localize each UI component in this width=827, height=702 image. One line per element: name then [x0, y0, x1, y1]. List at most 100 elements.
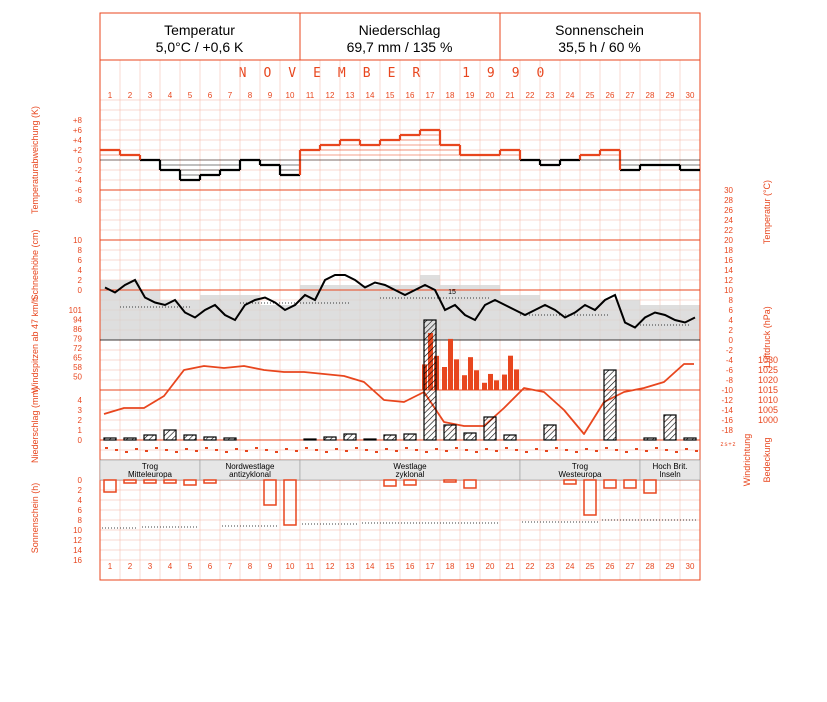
- day-label-bottom: 26: [606, 562, 615, 571]
- precipitation-bar: [183, 434, 197, 441]
- wind-direction-mark: [135, 448, 138, 450]
- precipitation-bar: [323, 436, 337, 441]
- wind-gust-bar: [442, 367, 447, 390]
- day-label-top: 17: [426, 91, 435, 100]
- day-label-bottom: 15: [386, 562, 395, 571]
- wind-gust-bar: [474, 370, 479, 390]
- wind-direction-mark: [465, 449, 468, 451]
- temperature-tick: 24: [724, 216, 733, 225]
- precipitation-bar: [103, 437, 117, 441]
- cloud-cover-axis-label: Bedeckung: [762, 437, 772, 482]
- wind-gust-bar: [488, 373, 493, 390]
- snow-tick: 10: [73, 236, 82, 245]
- temperature-tick: -16: [721, 416, 733, 425]
- temperature-tick: -2: [726, 346, 734, 355]
- pressure-axis-label: Luftdruck (hPa): [762, 306, 772, 368]
- wind-direction-mark: [115, 449, 118, 451]
- anomaly-tick: -8: [75, 196, 83, 205]
- day-label-bottom: 18: [446, 562, 455, 571]
- pressure-tick: 1025: [758, 365, 778, 375]
- temperature-tick: -18: [721, 426, 733, 435]
- temperature-tick: -8: [726, 376, 734, 385]
- day-label-bottom: 23: [546, 562, 555, 571]
- precipitation-bar: [403, 433, 417, 441]
- wind-direction-mark: [185, 448, 188, 450]
- day-label-top: 16: [406, 91, 415, 100]
- precipitation-tick: 4: [78, 396, 83, 405]
- wind-tick: 86: [73, 325, 82, 334]
- precipitation-bar: [143, 434, 157, 441]
- wind-direction-label: z: [721, 442, 724, 448]
- sunshine-bar: [123, 479, 137, 484]
- day-label-top: 13: [346, 91, 355, 100]
- temperature-tick: -12: [721, 396, 733, 405]
- wind-direction-mark: [695, 450, 698, 452]
- sunshine-bar: [403, 479, 417, 486]
- wind-direction-axis-label: Windrichtung: [742, 434, 752, 487]
- temperature-tick: 30: [724, 186, 733, 195]
- weather-type-label: Westlage: [393, 462, 427, 471]
- day-label-bottom: 2: [128, 562, 133, 571]
- precipitation-bar: [223, 437, 237, 441]
- wind-direction-mark: [255, 447, 258, 449]
- wind-direction-mark: [625, 451, 628, 453]
- precipitation-tick: 1: [78, 426, 83, 435]
- day-label-bottom: 1: [108, 562, 113, 571]
- wind-direction-mark: [175, 451, 178, 453]
- wind-direction-mark: [165, 449, 168, 451]
- day-label-top: 15: [386, 91, 395, 100]
- wind-direction-mark: [495, 450, 498, 452]
- wind-direction-mark: [225, 451, 228, 453]
- anomaly-tick: +8: [73, 116, 83, 125]
- chart-frame: [99, 12, 701, 581]
- wind-direction-mark: [325, 451, 328, 453]
- wind-direction-mark: [335, 448, 338, 450]
- wind-gust-bar: [468, 357, 473, 390]
- temperature-line: [104, 274, 696, 329]
- day-label-top: 10: [286, 91, 295, 100]
- anomaly-tick: 0: [78, 156, 83, 165]
- anomaly-tick: -2: [75, 166, 83, 175]
- wind-direction-mark: [205, 447, 208, 449]
- wind-direction-mark: [365, 449, 368, 451]
- anomaly-tick: -4: [75, 176, 83, 185]
- pressure-range-band: [500, 295, 540, 340]
- wind-direction-mark: [515, 449, 518, 451]
- wind-direction-label: +: [728, 442, 732, 448]
- pressure-range-band: [360, 285, 420, 340]
- pressure-range-band: [300, 285, 360, 340]
- wind-direction-mark: [585, 448, 588, 450]
- sunshine-bar: [463, 479, 477, 489]
- day-label-top: 8: [248, 91, 253, 100]
- weather-type-label: Inseln: [659, 470, 680, 479]
- wind-tick: 72: [73, 344, 82, 353]
- sunshine-tick: 10: [73, 526, 82, 535]
- temperature-tick: 20: [724, 236, 733, 245]
- pressure-tick: 1030: [758, 355, 778, 365]
- sunshine-bar: [143, 479, 157, 484]
- precipitation-bar: [203, 436, 217, 441]
- pressure-range-band: [440, 285, 500, 340]
- wind-gust-bar: [462, 375, 467, 390]
- pressure-tick: 1000: [758, 415, 778, 425]
- precipitation-bar: [543, 424, 557, 441]
- temperature-axis-label: Temperatur (°C): [762, 180, 772, 244]
- day-label-top: 25: [586, 91, 595, 100]
- day-label-bottom: 30: [686, 562, 695, 571]
- header-sunshine-value: 35,5 h / 60 %: [558, 39, 641, 55]
- anomaly-tick: +4: [73, 136, 83, 145]
- day-label-top: 2: [128, 91, 133, 100]
- day-label-bottom: 6: [208, 562, 213, 571]
- weather-type-label: zyklonal: [396, 470, 425, 479]
- temperature-tick: 6: [729, 306, 734, 315]
- month-title: NOVEMBER 1990: [238, 66, 562, 81]
- sunshine-bar: [583, 479, 597, 516]
- weather-type-box: [639, 459, 701, 481]
- wind-direction-mark: [395, 450, 398, 452]
- wind-gust-bar: [494, 380, 499, 390]
- sunshine-bar: [163, 479, 177, 484]
- day-label-top: 12: [326, 91, 335, 100]
- precipitation-tick: 3: [78, 406, 83, 415]
- day-label-top: 21: [506, 91, 515, 100]
